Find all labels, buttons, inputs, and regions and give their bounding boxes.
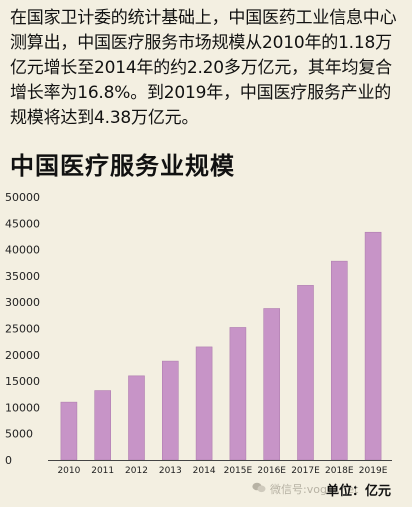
y-tick-label: 5000 (5, 428, 33, 441)
y-axis: 0 5000 10000 15000 20000 25000 30000 35000 40000… (5, 191, 40, 467)
bar-2018E (330, 260, 348, 461)
y-tick-label: 25000 (5, 323, 40, 336)
bar-2019E (364, 231, 382, 461)
bar-2013 (162, 360, 179, 461)
x-axis: 2010 2011 2012 2013 2014 2015E 2016E 2017E 2018E… (57, 466, 387, 476)
unit-label: 单位：亿元 (326, 484, 392, 499)
bar-2011 (94, 390, 111, 461)
y-tick-label: 45000 (5, 217, 40, 230)
y-tick-label: 50000 (5, 191, 40, 204)
x-tick-label: 2015E (224, 466, 253, 476)
watermark: 微信号:vogel.net (270, 483, 359, 496)
x-tick-label: 2018E (325, 466, 354, 476)
x-tick-label: 2013 (159, 466, 182, 476)
chart-title: 中国医疗服务业规模 (10, 152, 235, 180)
x-tick-label: 2017E (291, 466, 320, 476)
y-tick-label: 10000 (5, 401, 40, 414)
bar-2015E (229, 327, 247, 461)
y-tick-label: 0 (5, 454, 12, 467)
bar-2016E (263, 308, 281, 461)
y-tick-label: 35000 (5, 270, 40, 283)
y-tick-label: 20000 (5, 349, 40, 362)
x-tick-label: 2011 (91, 466, 114, 476)
bar-2010 (60, 401, 78, 461)
x-tick-label: 2016E (257, 466, 286, 476)
y-tick-label: 30000 (5, 296, 40, 309)
intro-paragraph: 在国家卫计委的统计基础上，中国医药工业信息中心测算出，中国医疗服务市场规模从20… (10, 8, 397, 128)
x-tick-label: 2019E (359, 466, 388, 476)
y-tick-label: 40000 (5, 244, 40, 257)
bar-2012 (128, 375, 145, 461)
bar-2014 (195, 346, 213, 461)
x-tick-label: 2012 (125, 466, 148, 476)
x-tick-label: 2014 (193, 466, 216, 476)
wechat-icon (252, 482, 266, 493)
bar-2017E (297, 285, 314, 461)
x-tick-label: 2010 (57, 466, 80, 476)
y-tick-label: 15000 (5, 375, 40, 388)
bars (60, 231, 382, 461)
